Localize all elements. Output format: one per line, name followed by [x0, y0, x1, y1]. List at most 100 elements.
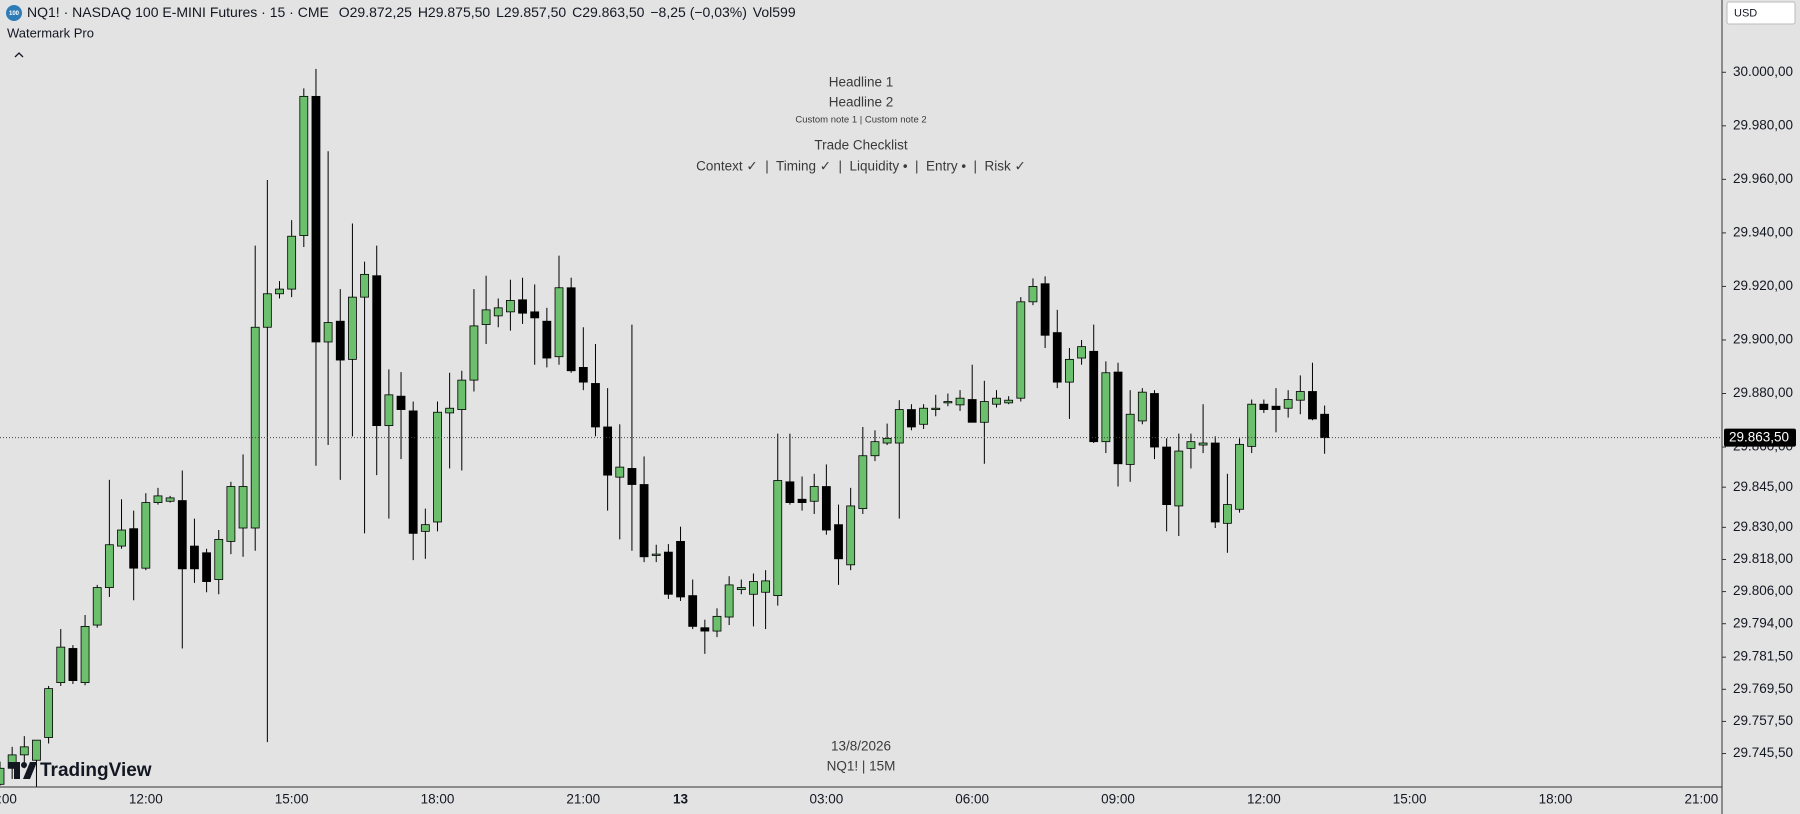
- headline: Headline 2: [829, 95, 894, 110]
- candle-body: [1235, 443, 1244, 510]
- candle-body: [761, 580, 771, 593]
- candle-body: [615, 466, 625, 478]
- candle-body: [226, 486, 236, 542]
- candle-body: [542, 320, 552, 359]
- legend-line: NQ1! · NASDAQ 100 E-MINI Futures · 15 · …: [27, 4, 796, 20]
- candle-body: [1089, 350, 1099, 443]
- note: Custom note 1 | Custom note 2: [795, 115, 926, 126]
- candle-body: [931, 407, 941, 410]
- candle-body: [1125, 413, 1135, 465]
- candle-body: [1247, 403, 1257, 447]
- candle-body: [1210, 442, 1220, 523]
- candle-body: [907, 409, 916, 428]
- currency-box[interactable]: [1726, 1, 1796, 25]
- x-tick-label: 21:00: [566, 792, 600, 807]
- candle-body: [1004, 399, 1014, 404]
- collapse-button[interactable]: [14, 52, 24, 58]
- candle-body: [1271, 405, 1281, 410]
- y-tick-label: 29.745,50: [1733, 745, 1793, 760]
- checklist: Context ✓ | Timing ✓ | Liquidity • | Ent…: [696, 159, 1026, 174]
- x-tick-label: 15:00: [1393, 792, 1427, 807]
- candle-body: [858, 455, 868, 510]
- candle-body: [250, 326, 260, 529]
- candle-body: [335, 320, 345, 361]
- candle-body: [1174, 450, 1184, 507]
- candle-body: [1016, 301, 1026, 399]
- candle-body: [724, 584, 734, 618]
- candle-body: [919, 407, 928, 425]
- low-value: L29.857,50: [496, 4, 566, 20]
- y-tick-label: 29.818,00: [1733, 551, 1793, 566]
- x-tick-label: 12:00: [129, 792, 163, 807]
- candle-body: [1162, 446, 1172, 505]
- candle-body: [433, 411, 442, 523]
- candle-body: [736, 587, 746, 590]
- x-tick-label: 09:00: [0, 792, 17, 807]
- candle-body: [663, 551, 673, 595]
- candle-body: [530, 311, 540, 319]
- logo-icon: [8, 762, 37, 779]
- candle-body: [506, 300, 515, 313]
- candle-body: [19, 746, 29, 756]
- candle-body: [117, 529, 126, 547]
- candle-body: [493, 307, 503, 317]
- y-tick-label: 29.900,00: [1733, 332, 1793, 347]
- candle-body: [834, 524, 843, 560]
- candle-body: [1065, 358, 1074, 383]
- change-value: −8,25 (−0,03%): [650, 4, 747, 20]
- volume-value: Vol599: [753, 4, 796, 20]
- candle-body: [603, 426, 613, 476]
- candle-body: [177, 500, 187, 570]
- logo: TradingView: [8, 760, 152, 781]
- x-tick-label: 09:00: [1101, 792, 1135, 807]
- candle-body: [481, 309, 491, 325]
- logo-dot: [21, 762, 27, 768]
- candle-body: [153, 495, 163, 503]
- candle-body: [445, 407, 455, 414]
- candle-body: [56, 646, 66, 684]
- candle-body: [639, 484, 649, 558]
- candle-body: [420, 524, 430, 532]
- x-tick-label: 03:00: [809, 792, 843, 807]
- currency-label: USD: [1734, 7, 1757, 19]
- headline: Headline 1: [829, 75, 894, 90]
- candle-body: [44, 688, 54, 738]
- y-tick-label: 29.830,00: [1733, 519, 1793, 534]
- y-tick-label: 29.940,00: [1733, 224, 1793, 239]
- candle-body: [214, 538, 224, 580]
- checklist-title: Trade Checklist: [814, 138, 908, 153]
- y-tick-label: 29.769,50: [1733, 681, 1793, 696]
- candle-body: [1113, 371, 1123, 465]
- candle-body: [688, 595, 698, 627]
- x-tick-label: 18:00: [421, 792, 455, 807]
- candle-body: [821, 486, 831, 531]
- candle-body: [700, 627, 710, 632]
- candle-body: [1028, 286, 1038, 303]
- candle-body: [1308, 391, 1317, 420]
- candle-body: [32, 739, 41, 761]
- y-tick-label: 29.806,00: [1733, 583, 1793, 598]
- candle-body: [1040, 283, 1050, 336]
- last-price-box: [1724, 428, 1796, 447]
- candle-body: [1101, 372, 1111, 443]
- candle-body: [129, 528, 139, 569]
- candle-body: [967, 399, 977, 423]
- candle-body: [846, 505, 856, 566]
- candle-body: [384, 394, 394, 427]
- candle-body: [992, 397, 1001, 405]
- last-price-label: 29.863,50: [1729, 430, 1789, 445]
- candle-body: [1150, 393, 1159, 448]
- y-tick-label: 29.980,00: [1733, 117, 1793, 132]
- y-tick-label: 29.757,50: [1733, 713, 1793, 728]
- candle-body: [7, 754, 17, 769]
- candle-body: [773, 480, 783, 597]
- candle-body: [882, 437, 892, 444]
- candle-body: [1137, 391, 1147, 422]
- candle-body: [408, 410, 418, 534]
- candle-body: [104, 544, 114, 588]
- candle-body: [591, 383, 600, 428]
- candle-body: [676, 540, 685, 598]
- x-tick-label: 15:00: [275, 792, 309, 807]
- candle-body: [141, 502, 151, 569]
- candle-body: [809, 486, 819, 502]
